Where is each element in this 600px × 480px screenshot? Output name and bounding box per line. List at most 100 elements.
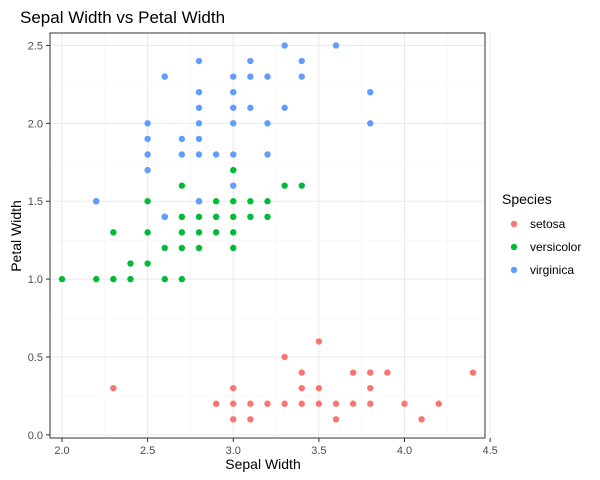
point-versicolor — [212, 213, 220, 221]
y-tick-label: 0.0 — [28, 430, 43, 442]
legend-key-setosa — [510, 220, 518, 228]
point-versicolor — [178, 182, 186, 189]
point-versicolor — [58, 275, 66, 283]
y-tick-label: 1.0 — [28, 274, 43, 286]
point-virginica — [298, 73, 305, 80]
legend-label-virginica: virginica — [530, 263, 574, 277]
data-points — [58, 42, 477, 423]
point-virginica — [230, 120, 237, 127]
legend-key-versicolor — [510, 243, 518, 251]
point-setosa — [332, 416, 340, 423]
point-versicolor — [144, 229, 151, 236]
point-setosa — [298, 384, 305, 392]
point-virginica — [144, 120, 151, 127]
point-versicolor — [110, 229, 117, 236]
point-virginica — [367, 88, 374, 96]
point-versicolor — [178, 229, 186, 236]
panel-border — [49, 32, 486, 439]
point-virginica — [144, 135, 151, 143]
point-setosa — [212, 400, 220, 407]
point-setosa — [247, 416, 254, 423]
y-tick-label: 1.5 — [28, 196, 43, 208]
point-virginica — [230, 182, 237, 189]
point-versicolor — [110, 275, 117, 283]
x-tick-label: 3.5 — [311, 445, 326, 457]
point-virginica — [230, 104, 237, 111]
point-setosa — [349, 400, 357, 407]
point-virginica — [178, 135, 186, 143]
point-setosa — [315, 338, 323, 345]
point-setosa — [110, 384, 117, 392]
y-tick-label: 2.5 — [28, 40, 43, 52]
point-virginica — [247, 57, 254, 65]
point-setosa — [315, 400, 323, 407]
point-virginica — [298, 57, 305, 65]
point-virginica — [195, 135, 203, 143]
point-versicolor — [178, 213, 186, 221]
point-setosa — [230, 384, 237, 392]
point-setosa — [264, 400, 271, 407]
panel-background — [50, 33, 485, 438]
point-virginica — [247, 73, 254, 80]
point-virginica — [264, 151, 271, 158]
point-setosa — [349, 369, 357, 376]
point-versicolor — [161, 275, 168, 283]
x-tick-label: 2.0 — [54, 445, 69, 457]
point-setosa — [247, 400, 254, 407]
point-setosa — [469, 369, 477, 376]
point-setosa — [332, 400, 340, 407]
point-virginica — [195, 198, 203, 205]
point-setosa — [281, 353, 288, 361]
legend: Species setosa versicolor virginica — [502, 191, 581, 277]
point-setosa — [281, 400, 288, 407]
point-versicolor — [298, 182, 305, 189]
point-virginica — [144, 151, 151, 158]
point-versicolor — [195, 213, 203, 221]
point-virginica — [332, 42, 340, 49]
point-virginica — [230, 88, 237, 96]
point-virginica — [195, 151, 203, 158]
point-virginica — [195, 120, 203, 127]
point-versicolor — [161, 244, 168, 252]
point-versicolor — [212, 198, 220, 205]
point-setosa — [315, 384, 323, 392]
y-tick-label: 2.0 — [28, 118, 43, 130]
point-virginica — [264, 120, 271, 127]
point-versicolor — [127, 275, 134, 283]
point-versicolor — [212, 229, 220, 236]
point-versicolor — [230, 166, 237, 174]
x-axis-title: Sepal Width — [225, 456, 300, 472]
minor-gridlines — [50, 33, 485, 438]
y-axis-title: Petal Width — [8, 200, 24, 272]
point-versicolor — [178, 244, 186, 252]
point-setosa — [298, 369, 305, 376]
point-virginica — [281, 104, 288, 111]
point-virginica — [195, 88, 203, 96]
point-setosa — [230, 416, 237, 423]
y-tick-label: 0.5 — [28, 352, 43, 364]
x-tick-label: 4.5 — [482, 445, 497, 457]
point-virginica — [195, 57, 203, 65]
point-versicolor — [264, 198, 271, 205]
point-setosa — [367, 369, 374, 376]
point-versicolor — [230, 244, 237, 252]
legend-label-versicolor: versicolor — [530, 240, 581, 254]
point-setosa — [418, 416, 425, 423]
point-virginica — [93, 198, 100, 205]
point-virginica — [230, 73, 237, 80]
point-virginica — [161, 73, 168, 80]
point-versicolor — [247, 213, 254, 221]
point-versicolor — [144, 198, 151, 205]
point-setosa — [367, 384, 374, 392]
point-versicolor — [127, 260, 134, 267]
point-virginica — [178, 151, 186, 158]
point-setosa — [384, 369, 391, 376]
point-virginica — [281, 42, 288, 49]
point-setosa — [367, 400, 374, 407]
point-versicolor — [178, 275, 186, 283]
point-versicolor — [230, 213, 237, 221]
x-tick-label: 4.0 — [397, 445, 412, 457]
point-versicolor — [230, 198, 237, 205]
point-versicolor — [247, 198, 254, 205]
